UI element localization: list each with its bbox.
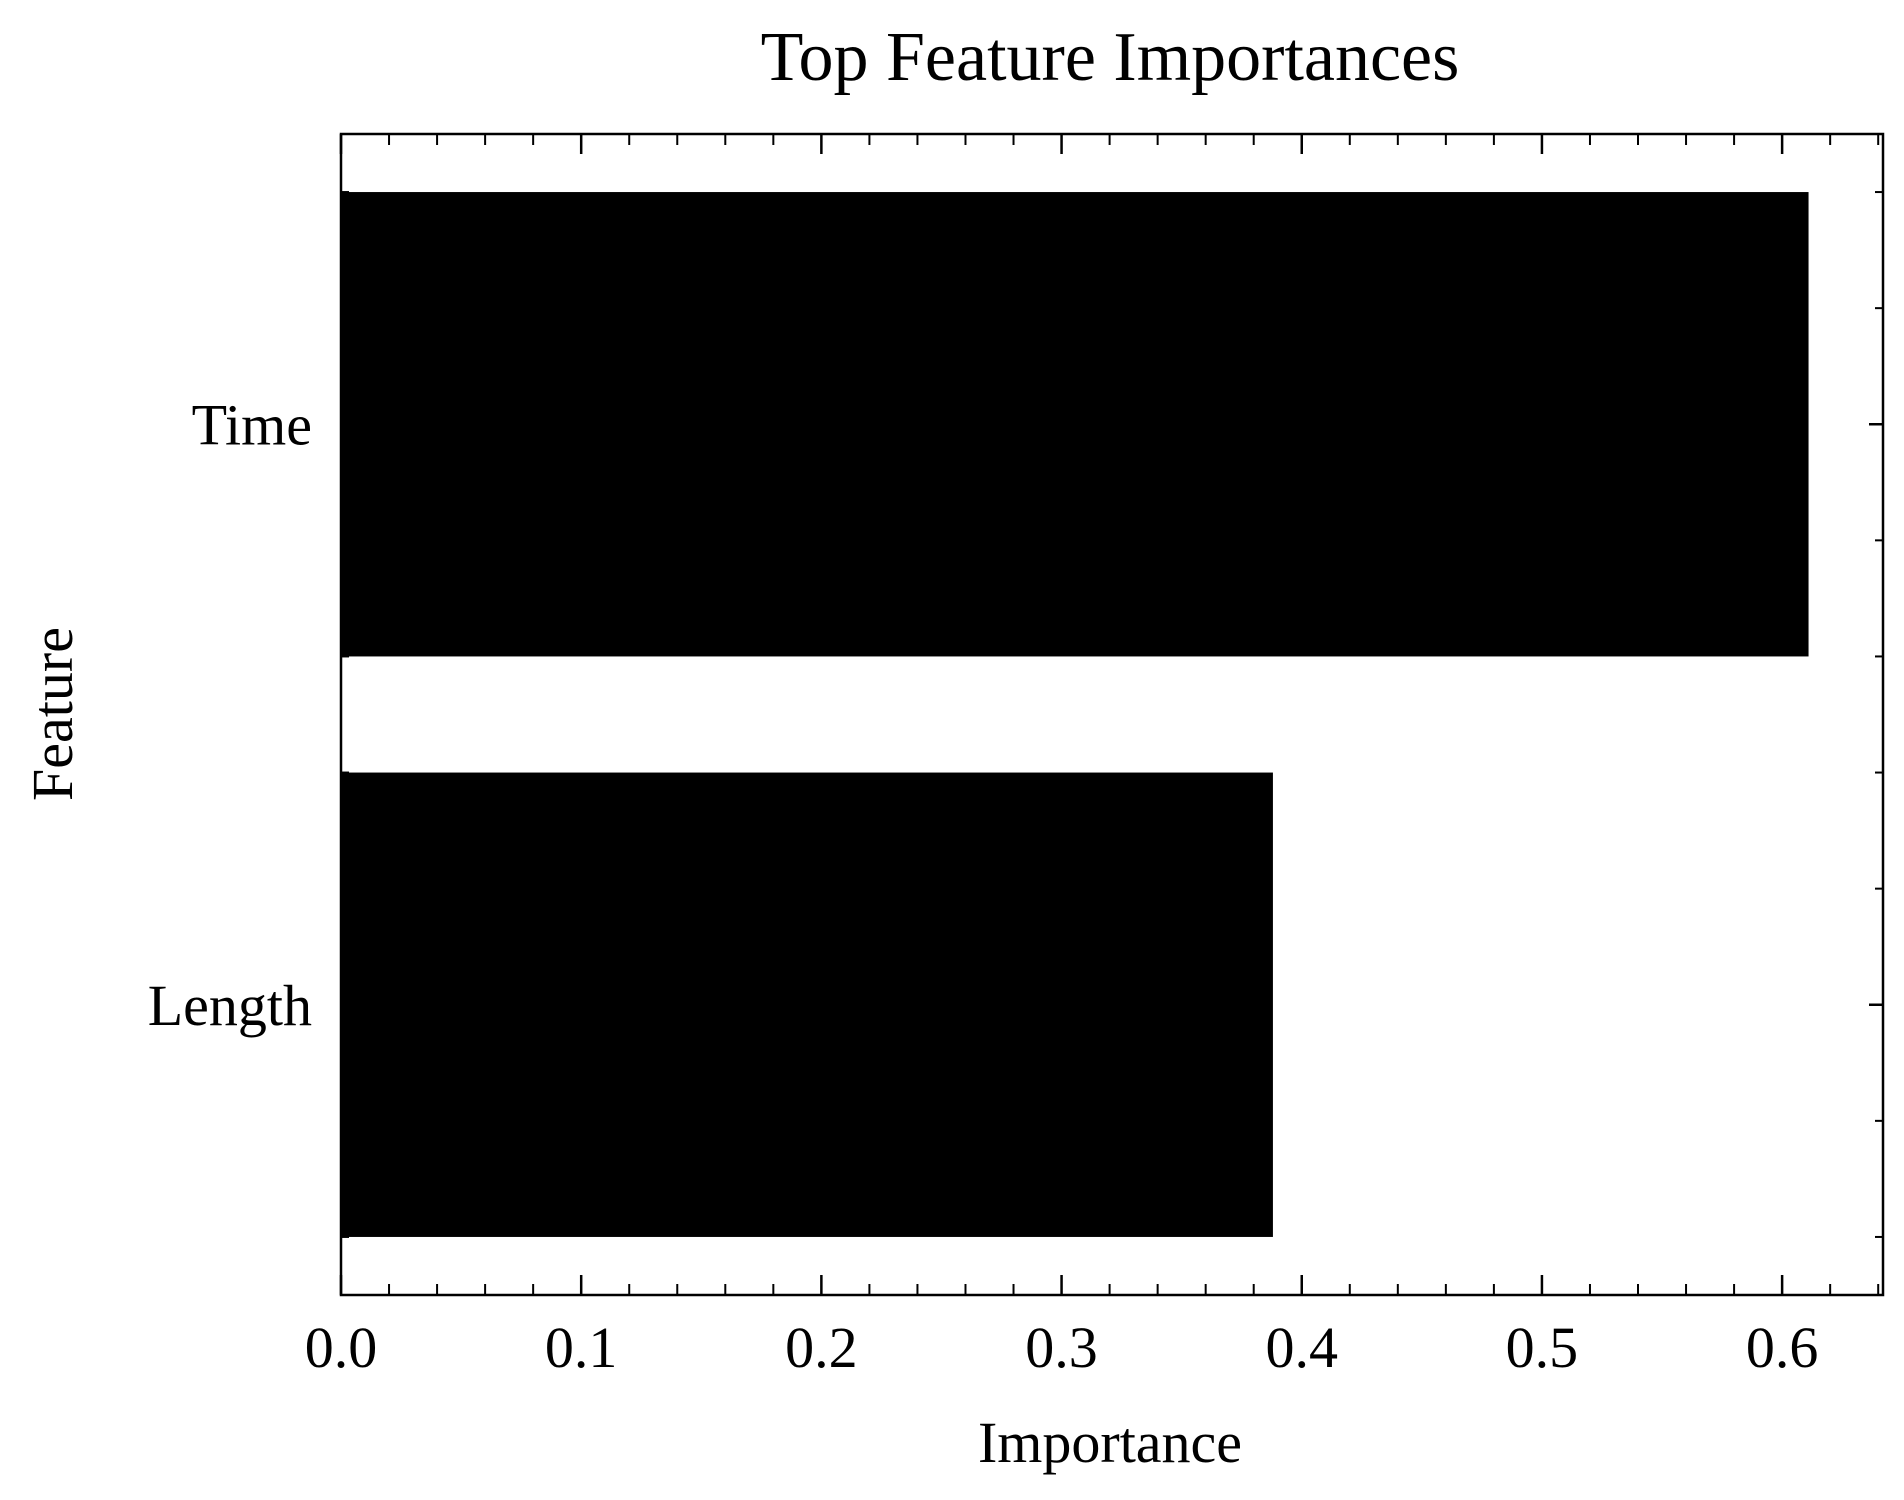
y-tick-labels: Time Length — [148, 392, 312, 1038]
bar-length — [341, 772, 1273, 1237]
y-tick-label-length: Length — [148, 973, 312, 1038]
y-axis-label: Feature — [20, 627, 85, 801]
x-axis-label: Importance — [978, 1410, 1242, 1475]
y-tick-label-time: Time — [192, 392, 312, 457]
chart-title: Top Feature Importances — [761, 19, 1460, 96]
x-tick-label-0-3: 0.3 — [1025, 1315, 1098, 1380]
bar-time — [341, 192, 1809, 657]
x-tick-label-0-0: 0.0 — [305, 1315, 378, 1380]
x-tick-label-0-5: 0.5 — [1506, 1315, 1579, 1380]
x-tick-label-0-1: 0.1 — [545, 1315, 618, 1380]
x-tick-labels: 0.0 0.1 0.2 0.3 0.4 0.5 0.6 — [305, 1315, 1819, 1380]
ticks-group — [339, 134, 1883, 1295]
x-tick-label-0-4: 0.4 — [1265, 1315, 1338, 1380]
x-tick-label-0-6: 0.6 — [1746, 1315, 1819, 1380]
bars-group — [341, 192, 1809, 1237]
x-tick-label-0-2: 0.2 — [785, 1315, 858, 1380]
plot-frame — [339, 132, 1885, 1297]
